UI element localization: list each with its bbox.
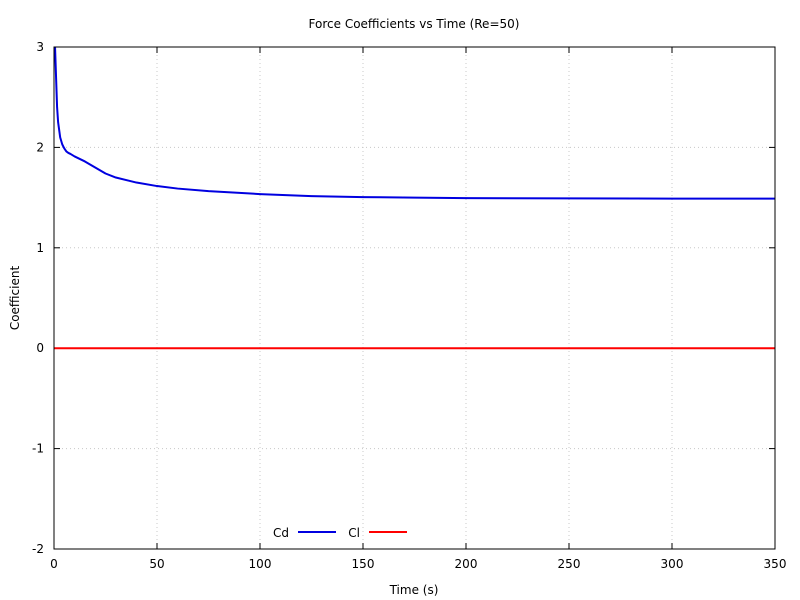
x-tick-label: 200 xyxy=(455,557,478,571)
x-tick-label: 150 xyxy=(352,557,375,571)
series-line-cd xyxy=(54,46,775,200)
x-tick-label: 100 xyxy=(249,557,272,571)
y-tick-label: 3 xyxy=(36,40,44,54)
legend-label-cl: Cl xyxy=(348,526,360,540)
y-tick-label: -2 xyxy=(32,542,44,556)
chart-title: Force Coefficients vs Time (Re=50) xyxy=(309,17,520,31)
legend-label-cd: Cd xyxy=(273,526,289,540)
y-tick-label: 0 xyxy=(36,341,44,355)
x-axis-label: Time (s) xyxy=(389,583,439,597)
y-axis-label: Coefficient xyxy=(8,266,22,331)
grid-lines xyxy=(54,47,775,549)
x-tick-label: 350 xyxy=(764,557,787,571)
y-tick-label: 1 xyxy=(36,241,44,255)
y-tick-label: -1 xyxy=(32,442,44,456)
x-tick-label: 250 xyxy=(558,557,581,571)
plot-frame xyxy=(53,46,776,550)
x-tick-label: 300 xyxy=(661,557,684,571)
y-tick-label: 2 xyxy=(36,140,44,154)
axes: 0 50 100 150 200 250 300 350 -2 -1 0 1 2 3 xyxy=(32,40,786,571)
legend: Cd Cl xyxy=(273,526,407,540)
x-tick-label: 0 xyxy=(50,557,58,571)
x-tick-label: 50 xyxy=(149,557,164,571)
series-lines xyxy=(54,46,775,350)
